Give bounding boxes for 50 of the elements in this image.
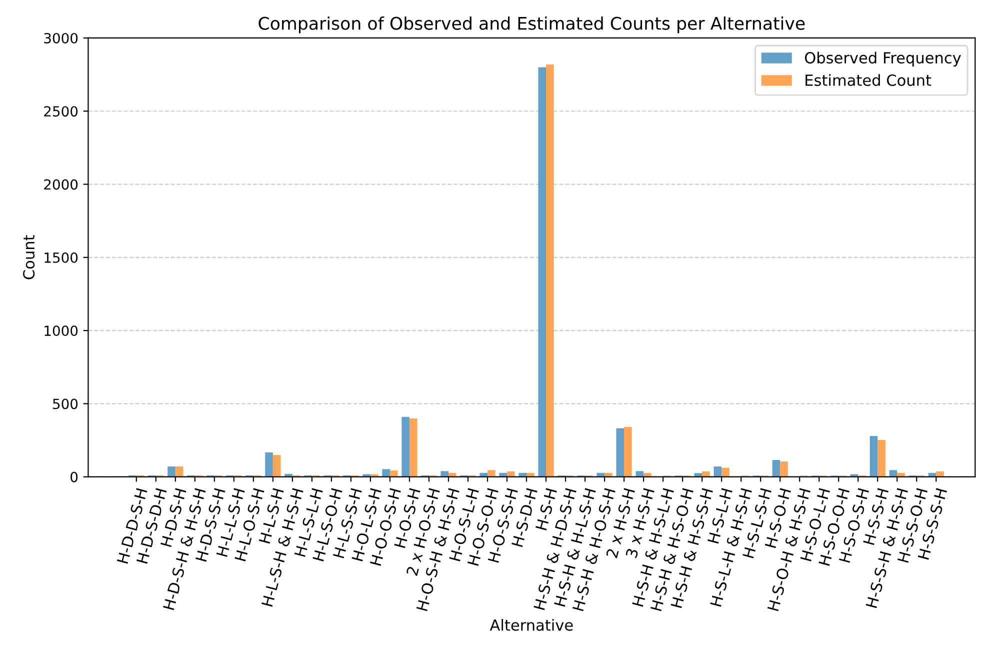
bar bbox=[382, 469, 390, 477]
bar bbox=[499, 472, 507, 477]
bar bbox=[870, 436, 878, 477]
bar bbox=[624, 426, 632, 477]
bar bbox=[722, 468, 730, 477]
bar bbox=[440, 471, 448, 477]
bar bbox=[402, 416, 410, 477]
x-axis-title: Alternative bbox=[490, 619, 573, 631]
bar bbox=[936, 471, 944, 477]
bar bbox=[526, 472, 534, 477]
bar bbox=[175, 466, 184, 477]
bar bbox=[506, 471, 515, 477]
bar bbox=[694, 473, 702, 477]
bar bbox=[878, 440, 886, 477]
y-tick-label: 3000 bbox=[44, 32, 78, 44]
bar bbox=[362, 474, 370, 477]
bar bbox=[265, 452, 273, 477]
bar bbox=[772, 460, 780, 477]
bar bbox=[390, 470, 398, 477]
legend-label: Estimated Count bbox=[806, 74, 932, 86]
bar bbox=[370, 474, 378, 477]
y-tick-label: 1500 bbox=[44, 252, 78, 263]
bar bbox=[518, 472, 526, 477]
y-tick-label: 2000 bbox=[44, 179, 78, 190]
chart-title: Comparison of Observed and Estimated Counts per Alternative bbox=[258, 16, 805, 34]
y-tick-label: 2500 bbox=[44, 106, 78, 117]
bar bbox=[538, 67, 546, 477]
bar bbox=[272, 455, 281, 477]
y-tick-label: 500 bbox=[53, 398, 78, 410]
bar bbox=[168, 466, 176, 477]
bar bbox=[604, 472, 612, 477]
bar bbox=[409, 418, 418, 477]
bar bbox=[546, 64, 554, 477]
bar bbox=[487, 470, 496, 477]
bar bbox=[448, 472, 456, 477]
bar bbox=[897, 472, 905, 477]
bar bbox=[596, 472, 605, 477]
y-axis-title: Count bbox=[23, 235, 35, 280]
y-tick-label: 0 bbox=[70, 472, 78, 482]
bar bbox=[636, 471, 644, 477]
bar bbox=[780, 461, 788, 477]
legend-label: Observed Frequency bbox=[804, 52, 961, 67]
bar bbox=[889, 470, 898, 477]
bar bbox=[850, 474, 858, 477]
bar bbox=[714, 466, 722, 477]
bar bbox=[480, 472, 488, 477]
bar bbox=[702, 471, 710, 477]
y-tick-label: 1000 bbox=[44, 326, 78, 336]
bar bbox=[644, 472, 652, 477]
bar bbox=[616, 428, 624, 477]
